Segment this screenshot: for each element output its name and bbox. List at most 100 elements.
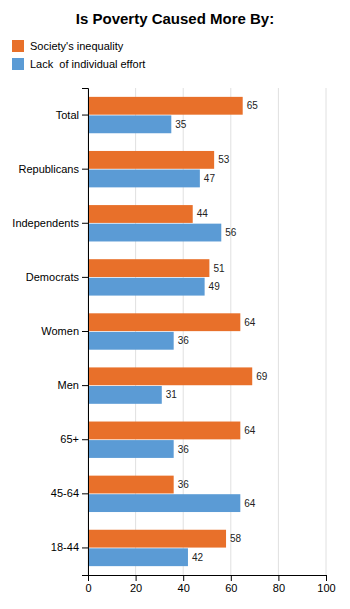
data-label: 56 xyxy=(225,227,237,238)
x-tick-mark xyxy=(183,575,184,581)
legend-label: Society's inequality xyxy=(30,40,124,52)
x-tick: 100 xyxy=(317,575,335,594)
title: Is Poverty Caused More By: xyxy=(76,10,274,27)
x-tick-mark xyxy=(278,575,279,581)
y-tick-mark xyxy=(82,277,88,278)
y-tick-label: Women xyxy=(41,325,79,337)
data-label: 69 xyxy=(256,371,268,382)
legend-item: Lack of individual effort xyxy=(12,58,145,70)
bar xyxy=(88,224,221,242)
data-label: 64 xyxy=(244,425,256,436)
bar xyxy=(88,494,240,512)
y-tick-mark xyxy=(82,439,88,440)
y-tick-mark xyxy=(82,223,88,224)
y-tick: Independents xyxy=(12,217,88,229)
bar xyxy=(88,476,174,494)
y-tick-label: Total xyxy=(56,109,79,121)
x-axis: 0 20 40 60 80 100 xyxy=(85,575,335,594)
data-label: 47 xyxy=(204,173,216,184)
x-tick: 0 xyxy=(85,575,91,594)
bar xyxy=(88,313,240,331)
bar xyxy=(88,278,205,296)
y-tick-label: Republicans xyxy=(18,163,79,175)
grid-line xyxy=(278,88,279,575)
series xyxy=(88,97,252,548)
data-label: 42 xyxy=(192,552,204,563)
y-tick-label: 65+ xyxy=(60,433,79,445)
bar xyxy=(88,530,226,548)
bar xyxy=(88,259,209,277)
x-tick: 20 xyxy=(130,575,142,594)
bars xyxy=(88,97,252,566)
y-tick: Men xyxy=(58,379,88,391)
data-label: 53 xyxy=(218,154,230,165)
x-tick-mark xyxy=(231,575,232,581)
y-tick-label: 18-44 xyxy=(51,541,79,553)
data-label: 51 xyxy=(213,263,225,274)
x-tick: 80 xyxy=(273,575,285,594)
data-label: 31 xyxy=(166,389,178,400)
data-label: 64 xyxy=(244,498,256,509)
y-tick-mark xyxy=(82,385,88,386)
legend-swatch xyxy=(12,58,24,70)
bar xyxy=(88,170,200,188)
y-tick: 65+ xyxy=(60,433,88,445)
y-tick: Republicans xyxy=(18,163,88,175)
y-tick-label: Independents xyxy=(12,217,79,229)
bar xyxy=(88,115,171,133)
legend-label: Lack of individual effort xyxy=(30,58,145,70)
y-tick: Total xyxy=(56,109,88,121)
y-axis-line xyxy=(82,89,89,576)
grid-line xyxy=(326,88,327,575)
y-tick: 45-64 xyxy=(51,487,88,499)
x-tick-mark xyxy=(326,575,327,581)
legend-item: Society's inequality xyxy=(12,40,124,52)
y-tick-mark xyxy=(82,115,88,116)
x-tick-label: 0 xyxy=(85,582,91,594)
x-tick-label: 100 xyxy=(317,582,335,594)
plot: 65 53 44 51 64 69 64 36 58 35 47 56 49 36 31 36 64 42 0 20 4… xyxy=(12,88,335,594)
y-tick: Democrats xyxy=(26,271,88,283)
data-label: 64 xyxy=(244,317,256,328)
bar xyxy=(88,332,174,350)
data-label: 36 xyxy=(178,444,190,455)
bar xyxy=(88,386,162,404)
y-axis: Total Republicans Independents Democrats Wom… xyxy=(12,89,88,576)
bar xyxy=(88,97,243,115)
data-label: 36 xyxy=(178,335,190,346)
bar xyxy=(88,367,252,385)
chart: Is Poverty Caused More By: Society's ineq… xyxy=(0,0,350,609)
x-tick: 40 xyxy=(178,575,190,594)
y-tick: Women xyxy=(41,325,88,337)
grid xyxy=(88,88,326,575)
data-label: 65 xyxy=(247,100,259,111)
data-labels: 65 53 44 51 64 69 64 36 58 35 47 56 49 36 31 36 64 42 xyxy=(166,100,268,562)
data-label: 49 xyxy=(209,281,221,292)
x-tick-label: 60 xyxy=(225,582,237,594)
x-tick-label: 80 xyxy=(273,582,285,594)
y-tick-label: 45-64 xyxy=(51,487,79,499)
x-axis-line xyxy=(89,576,327,582)
y-tick-mark xyxy=(82,493,88,494)
x-tick-label: 40 xyxy=(178,582,190,594)
x-tick: 60 xyxy=(225,575,237,594)
y-tick-mark xyxy=(82,547,88,548)
bar xyxy=(88,548,188,566)
legend: Society's inequality Lack of individual e… xyxy=(12,40,145,70)
y-tick-label: Democrats xyxy=(26,271,80,283)
bar xyxy=(88,440,174,458)
x-tick-mark xyxy=(136,575,137,581)
data-label: 58 xyxy=(230,533,242,544)
y-tick-mark xyxy=(82,331,88,332)
bar xyxy=(88,151,214,169)
y-tick: 18-44 xyxy=(51,541,88,553)
y-tick-mark xyxy=(82,169,88,170)
bar xyxy=(88,205,193,223)
data-label: 44 xyxy=(197,208,209,219)
x-tick-label: 20 xyxy=(130,582,142,594)
y-tick-label: Men xyxy=(58,379,79,391)
series xyxy=(88,115,240,566)
data-label: 36 xyxy=(178,479,190,490)
data-label: 35 xyxy=(175,119,187,130)
bar xyxy=(88,422,240,440)
